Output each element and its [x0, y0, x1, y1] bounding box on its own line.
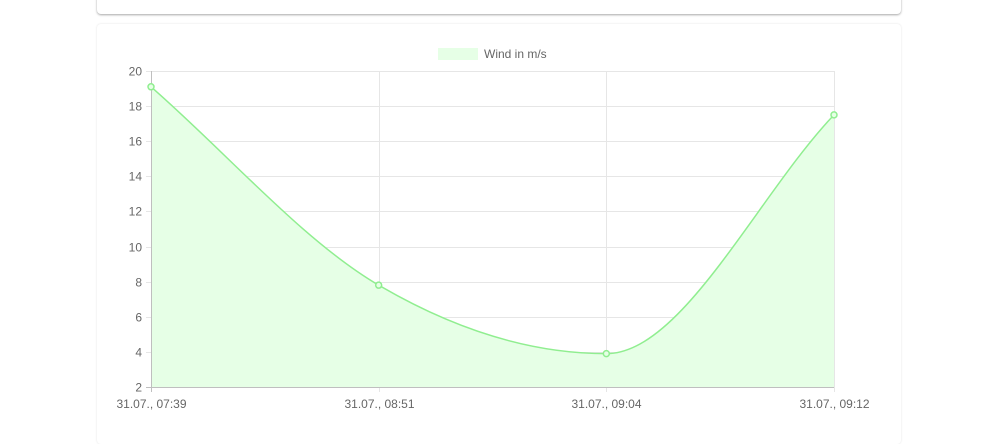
- y-tick-label: 6: [135, 311, 142, 325]
- axis-layer: [151, 71, 834, 388]
- data-point[interactable]: [830, 111, 838, 119]
- data-point[interactable]: [602, 349, 611, 358]
- y-tick-label: 16: [129, 135, 143, 149]
- x-tick-label: 31.07., 08:51: [344, 397, 414, 411]
- x-tick-label: 31.07., 09:04: [571, 397, 641, 411]
- x-tick-label: 31.07., 09:12: [799, 397, 869, 411]
- data-point[interactable]: [374, 281, 383, 289]
- x-tick-label: 31.07., 07:39: [116, 397, 186, 411]
- series-line: [150, 86, 835, 355]
- legend[interactable]: Wind in m/s: [438, 47, 547, 61]
- y-tick-label: 8: [135, 276, 142, 290]
- y-tick-label: 14: [129, 170, 143, 184]
- area-layer: [150, 86, 835, 388]
- y-tick-label: 4: [135, 346, 142, 360]
- data-points: [147, 83, 838, 358]
- legend-label[interactable]: Wind in m/s: [484, 47, 547, 61]
- y-tick-label: 20: [129, 65, 143, 79]
- y-axis-ticks: 2 4 6 8 10 12 14 16 18 20: [129, 65, 143, 395]
- y-tick-label: 12: [129, 205, 143, 219]
- y-tick-label: 2: [135, 381, 142, 395]
- legend-swatch[interactable]: [438, 48, 478, 60]
- wind-chart: 2 4 6 8 10 12 14 16 18 20 31.07., 07:39 31.07., 08…: [116, 47, 869, 411]
- y-tick-label: 10: [129, 241, 143, 255]
- previous-card: [97, 0, 901, 14]
- series-area-fill: [151, 86, 834, 388]
- x-axis-ticks: 31.07., 07:39 31.07., 08:51 31.07., 09:04 3…: [116, 397, 869, 411]
- data-point[interactable]: [147, 83, 155, 91]
- y-tick-label: 18: [129, 100, 143, 114]
